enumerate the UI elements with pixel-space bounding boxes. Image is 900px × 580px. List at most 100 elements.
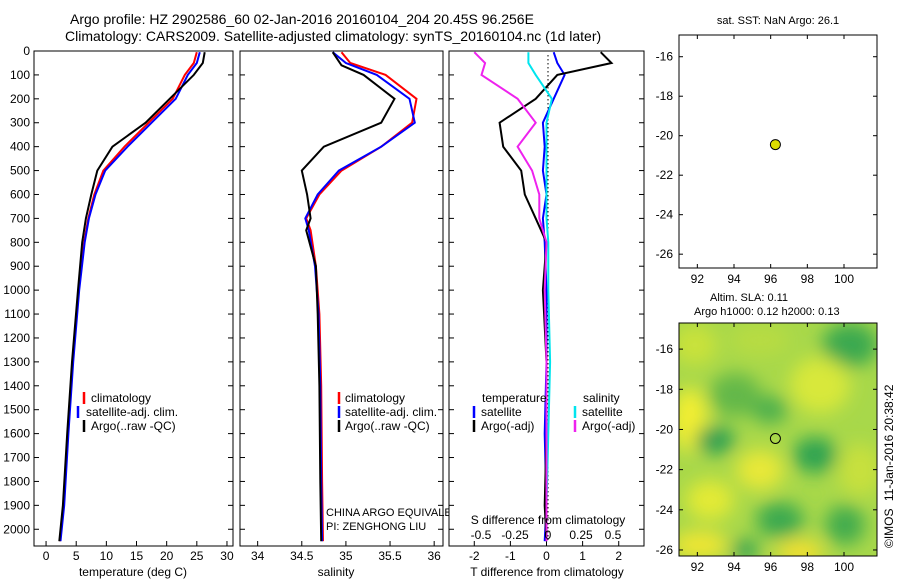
s-tick-label: 0.5: [605, 528, 622, 542]
sst-map-frame: [678, 34, 878, 269]
difference-depth-ticks: [449, 50, 644, 530]
figure-title-line1: Argo profile: HZ 2902586_60 02-Jan-2016 …: [70, 11, 534, 27]
sla-map-subtitle: Argo h1000: 0.12 h2000: 0.13: [694, 306, 840, 318]
figure-title-line2: Climatology: CARS2009. Satellite-adjuste…: [65, 28, 601, 44]
sla-map-frame: [678, 322, 878, 557]
imos-credit: ©IMOS 11-Jan-2016 20:38:42: [882, 384, 896, 548]
longitude-tick-label: 92: [691, 560, 705, 574]
legend-label-temperature-argo: Argo(-adj): [481, 419, 534, 433]
x-tick-label: 0: [43, 549, 50, 563]
longitude-tick-label: 98: [801, 560, 815, 574]
float-pi-annotation: PI: ZENGHONG LIU: [326, 521, 426, 533]
sst-map-title: sat. SST: NaN Argo: 26.1: [717, 15, 839, 27]
salinity-x-axis: 34 34.5 35 35.5 36: [251, 541, 441, 563]
legend-label-salinity-argo: Argo(-adj): [582, 419, 635, 433]
longitude-tick-label: 98: [801, 272, 815, 286]
legend-label-climatology: climatology: [345, 391, 405, 405]
argo-float-position-marker: [769, 139, 781, 151]
series-line-argo-raw-qc: [58, 52, 206, 542]
depth-tick-label: 500: [10, 164, 30, 178]
s-tick-label: 0: [545, 528, 552, 542]
depth-tick-label: 1100: [4, 307, 30, 321]
series-line-salinity-argo-adj: [473, 51, 548, 542]
longitude-tick-label: 100: [834, 560, 854, 574]
s-tick-label: -0.5: [471, 528, 492, 542]
sla-map-axes: 92 94 96 98 100 -16 -18 -20 -22 -24 -26: [656, 323, 877, 574]
latitude-tick-label: -18: [656, 382, 674, 396]
difference-x-axis: -2 -1 0 1 2: [469, 541, 622, 563]
s-difference-label: S difference from climatology: [471, 513, 626, 527]
x-tick-label: 0: [543, 549, 550, 563]
series-line-argo-raw-qc: [300, 51, 396, 542]
latitude-tick-label: -20: [656, 422, 674, 436]
salinity-panel: 34 34.5 35 35.5 36 salinity climatology sate…: [239, 50, 467, 579]
temperature-panel: 0100200300400500600700800900100011001200…: [3, 44, 234, 579]
depth-tick-label: 1000: [3, 283, 30, 297]
latitude-tick-label: -16: [656, 50, 674, 64]
latitude-tick-label: -18: [656, 89, 674, 103]
salinity-depth-ticks: [240, 50, 443, 530]
x-tick-label: 10: [100, 549, 114, 563]
x-tick-label: 35: [339, 549, 353, 563]
legend-label-satellite: satellite-adj. clim.: [86, 405, 178, 419]
temperature-plot-frame: [33, 50, 234, 547]
temperature-x-label: temperature (deg C): [79, 565, 187, 579]
depth-tick-label: 1400: [3, 379, 30, 393]
imos-credit-timestamp: 11-Jan-2016 20:38:42: [882, 384, 896, 501]
difference-series: [473, 51, 614, 542]
depth-tick-label: 800: [10, 235, 30, 249]
imos-credit-org: ©IMOS: [882, 508, 896, 548]
longitude-tick-label: 96: [764, 560, 778, 574]
series-line-salinity-satellite: [527, 52, 553, 542]
s-tick-label: 0.25: [569, 528, 593, 542]
legend-label-salinity-satellite: satellite: [582, 405, 623, 419]
x-tick-label: -2: [469, 549, 480, 563]
salinity-legend: climatology satellite-adj. clim. Argo(..…: [337, 391, 437, 433]
latitude-tick-label: -22: [656, 463, 674, 477]
depth-tick-label: 700: [10, 211, 30, 225]
sst-map-axes: 92 94 96 98 100 -16 -18 -20 -22 -24 -26: [656, 35, 877, 286]
difference-x-label: T difference from climatology: [470, 565, 624, 579]
latitude-tick-label: -26: [656, 247, 674, 261]
legend-label-temperature-satellite: satellite: [481, 405, 522, 419]
legend-header-temperature: temperature: [482, 391, 547, 405]
difference-legend: temperature salinity satellite Argo(-adj…: [472, 391, 635, 433]
x-tick-label: 34.5: [290, 549, 314, 563]
sla-map-title: Altim. SLA: 0.11: [710, 292, 788, 304]
depth-tick-label: 1200: [3, 331, 30, 345]
longitude-tick-label: 92: [691, 272, 705, 286]
x-tick-label: -1: [505, 549, 516, 563]
x-tick-label: 5: [73, 549, 80, 563]
temperature-x-axis: 0 5 10 15 20 25 30: [43, 541, 234, 563]
sst-map-panel: sat. SST: NaN Argo: 26.1 92 94 96 98 100 -16 -…: [656, 15, 878, 286]
legend-label-climatology: climatology: [91, 391, 151, 405]
legend-label-argo: Argo(..raw -QC): [345, 419, 430, 433]
longitude-tick-label: 94: [727, 272, 741, 286]
depth-tick-label: 900: [10, 259, 30, 273]
legend-label-satellite: satellite-adj. clim.: [345, 405, 437, 419]
depth-axis: 0 100 200 300 400 500 600 700 800 900 1000 1100 1200…: [3, 44, 233, 536]
depth-tick-label: 400: [10, 140, 30, 154]
latitude-tick-label: -16: [656, 342, 674, 356]
difference-panel: -2 -1 0 1 2 T difference from climatology S …: [448, 50, 645, 579]
s-difference-ticks: -0.5 -0.25 0 0.25 0.5: [471, 528, 622, 542]
depth-tick-label: 1800: [3, 474, 30, 488]
series-line-satellite-adj-clim: [59, 51, 201, 542]
salinity-x-label: salinity: [318, 565, 355, 579]
s-tick-label: -0.25: [501, 528, 529, 542]
longitude-tick-label: 94: [727, 560, 741, 574]
temperature-series: [58, 51, 206, 542]
x-tick-label: 30: [220, 549, 234, 563]
argo-float-position-marker: [769, 433, 781, 444]
depth-tick-label: 1700: [3, 451, 30, 465]
x-tick-label: 25: [190, 549, 204, 563]
salinity-series: [300, 51, 418, 542]
x-tick-label: 35.5: [378, 549, 402, 563]
depth-tick-label: 200: [10, 92, 30, 106]
depth-tick-label: 2000: [3, 522, 30, 536]
sla-heatmap: [679, 323, 877, 556]
depth-tick-label: 1600: [3, 427, 30, 441]
longitude-tick-label: 100: [834, 272, 854, 286]
latitude-tick-label: -24: [656, 208, 674, 222]
